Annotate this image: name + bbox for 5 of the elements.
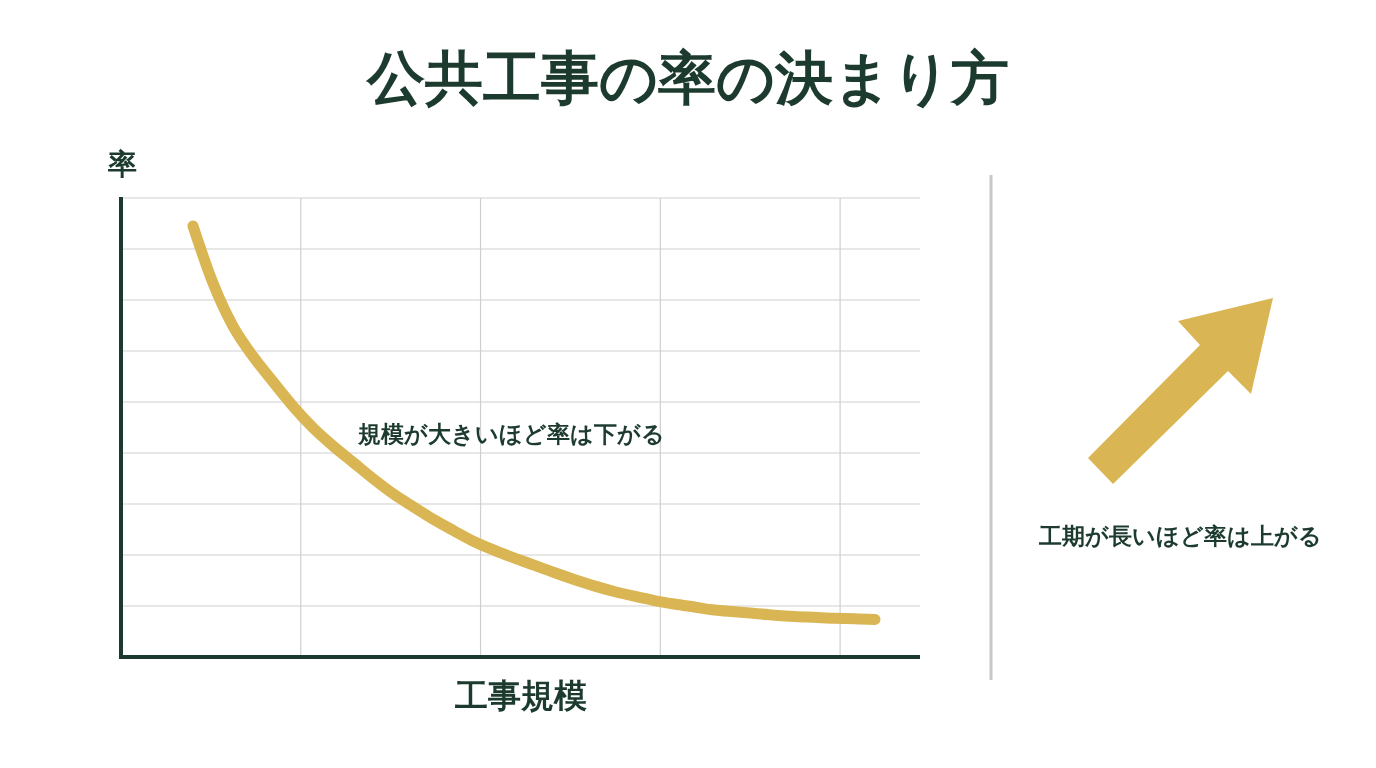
annotation: 規模が大きいほど率は下がる (357, 420, 665, 447)
y-axis-title: 率 (106, 147, 137, 181)
x-axis-title: 工事規模 (453, 675, 587, 715)
chart-title: 公共工事の率の決まり方 (365, 44, 1009, 113)
text: 工期が長いほど率は上がる (1037, 522, 1322, 549)
